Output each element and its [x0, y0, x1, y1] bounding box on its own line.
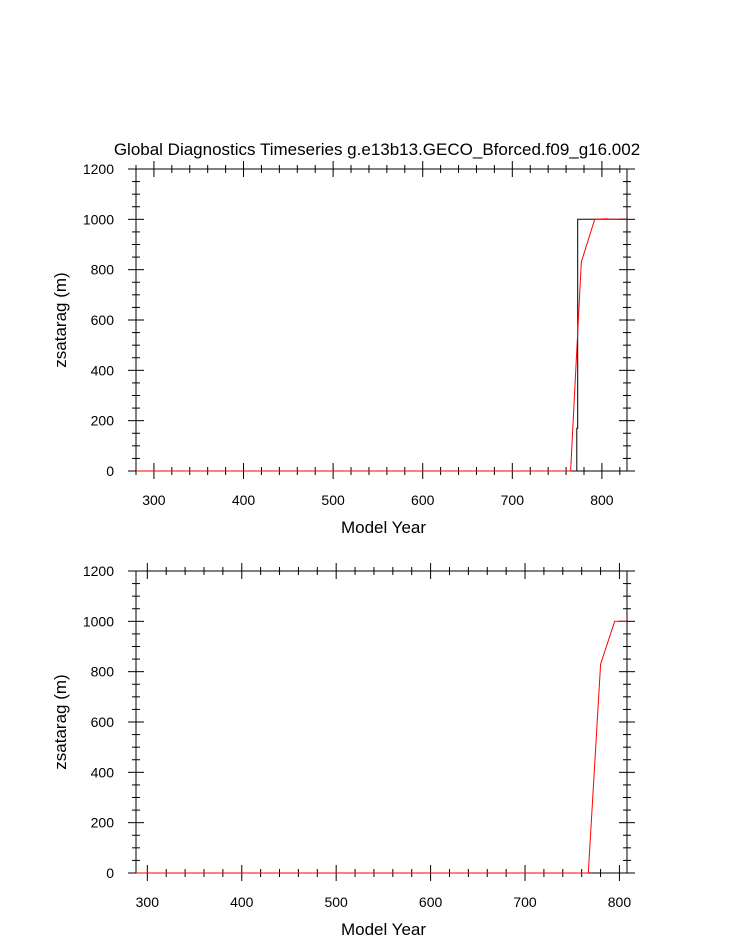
chart-2-x-tick-label: 500: [324, 894, 348, 910]
chart-1-y-axis-label: zsatarag (m): [51, 272, 70, 367]
chart-2-x-tick-label: 300: [136, 894, 160, 910]
chart-2-x-tick-label: 800: [608, 894, 632, 910]
chart-1-x-axis-label: Model Year: [341, 518, 426, 537]
chart-2-y-tick-label: 600: [91, 714, 115, 730]
chart-2-series-1-line: [136, 620, 627, 874]
chart-title: Global Diagnostics Timeseries g.e13b13.G…: [114, 140, 640, 159]
chart-1-y-tick-label: 400: [91, 362, 115, 378]
chart-1-x-tick-label: 300: [142, 492, 166, 508]
chart-2-y-tick-label: 1000: [83, 613, 114, 629]
chart-2-y-tick-label: 1200: [83, 563, 114, 579]
chart-2-x-tick-label: 600: [419, 894, 443, 910]
chart-1-x-tick-label: 800: [590, 492, 614, 508]
chart-2-x-tick-label: 700: [513, 894, 537, 910]
chart-1-y-tick-label: 200: [91, 413, 115, 429]
chart-2-y-axis-label: zsatarag (m): [51, 674, 70, 769]
chart-1-series-2-line: [136, 218, 627, 472]
timeseries-panel-bottom: 300 400 500 600 700 800 0 200 400 600 800 1000 1200 M…: [51, 563, 635, 939]
chart-1-y-tick-label: 600: [91, 312, 115, 328]
chart-1-y-tick-label: 1200: [83, 161, 114, 177]
chart-1-plot-frame: [135, 168, 628, 472]
chart-2-y-tick-label: 400: [91, 764, 115, 780]
chart-2-y-tick-label: 0: [106, 865, 114, 881]
chart-2-plot-frame: [135, 570, 628, 874]
chart-1-x-tick-label: 500: [321, 492, 345, 508]
chart-1-y-tick-label: 800: [91, 262, 115, 278]
chart-1-series-1-line: [136, 218, 627, 472]
chart-2-x-tick-label: 400: [230, 894, 254, 910]
chart-2-y-tick-label: 800: [91, 664, 115, 680]
chart-2-y-tick-label: 200: [91, 815, 115, 831]
chart-1-y-tick-label: 1000: [83, 211, 114, 227]
chart-1-y-tick-label: 0: [106, 463, 114, 479]
chart-2-x-axis-label: Model Year: [341, 920, 426, 939]
chart-1-x-tick-label: 400: [232, 492, 256, 508]
timeseries-panel-top: 300 400 500 600 700 800 0 200 400 600 800 1000 1200 M…: [51, 161, 635, 537]
chart-1-x-tick-label: 700: [501, 492, 525, 508]
chart-1-x-tick-label: 600: [411, 492, 435, 508]
